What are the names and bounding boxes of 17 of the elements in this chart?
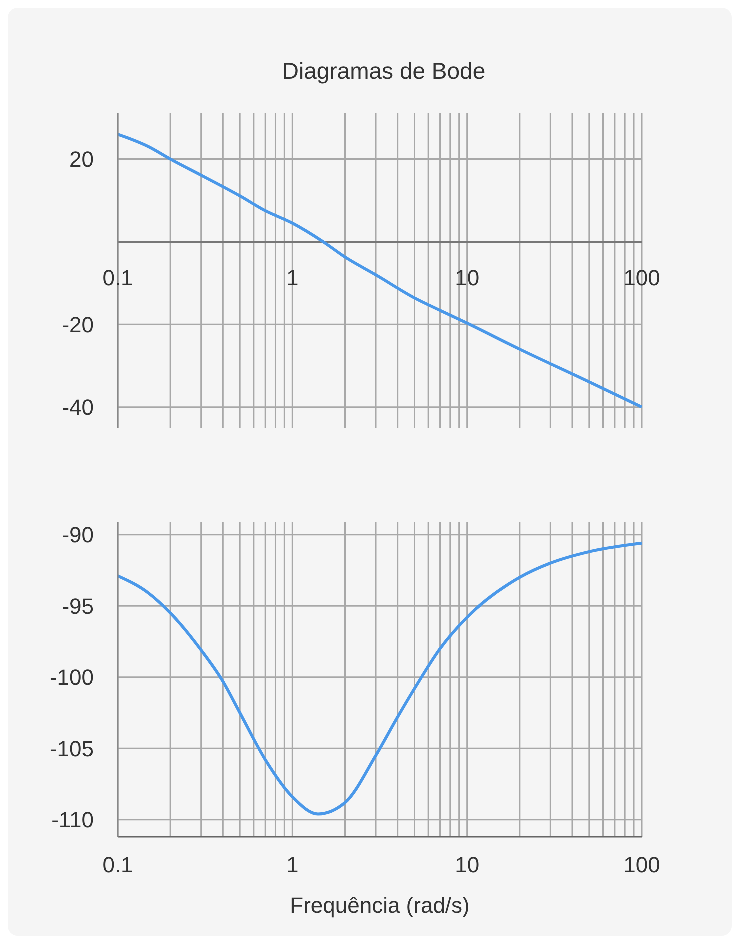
- y-tick-label: -90: [62, 522, 94, 548]
- y-tick-label: -105: [50, 736, 94, 762]
- x-tick-label: 1: [286, 266, 299, 291]
- y-tick-label: -110: [52, 808, 94, 833]
- y-tick-label: 20: [70, 147, 94, 172]
- x-tick-label: 10: [455, 852, 480, 878]
- y-tick-label: -95: [62, 594, 94, 619]
- x-tick-label: 10: [455, 266, 480, 291]
- x-tick-label: 1: [286, 852, 299, 878]
- x-tick-label: 100: [624, 266, 660, 291]
- y-tick-label: -100: [50, 665, 94, 690]
- y-tick-label: -40: [62, 395, 94, 420]
- y-tick-label: -20: [62, 312, 94, 338]
- chart-title: Diagramas de Bode: [281, 58, 487, 85]
- x-axis-title: Frequência (rad/s): [290, 893, 470, 918]
- x-tick-label: 100: [624, 852, 660, 878]
- x-tick-label: 0.1: [102, 852, 134, 878]
